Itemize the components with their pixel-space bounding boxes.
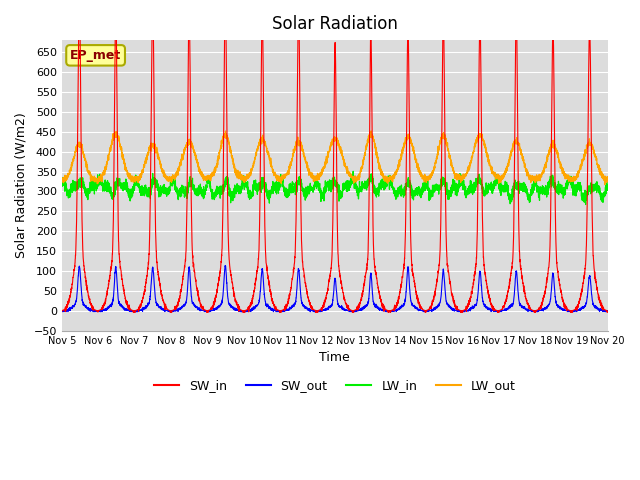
Y-axis label: Solar Radiation (W/m2): Solar Radiation (W/m2) [15,113,28,258]
Text: EP_met: EP_met [70,49,121,62]
X-axis label: Time: Time [319,351,350,364]
Legend: SW_in, SW_out, LW_in, LW_out: SW_in, SW_out, LW_in, LW_out [148,374,521,397]
Title: Solar Radiation: Solar Radiation [272,15,397,33]
